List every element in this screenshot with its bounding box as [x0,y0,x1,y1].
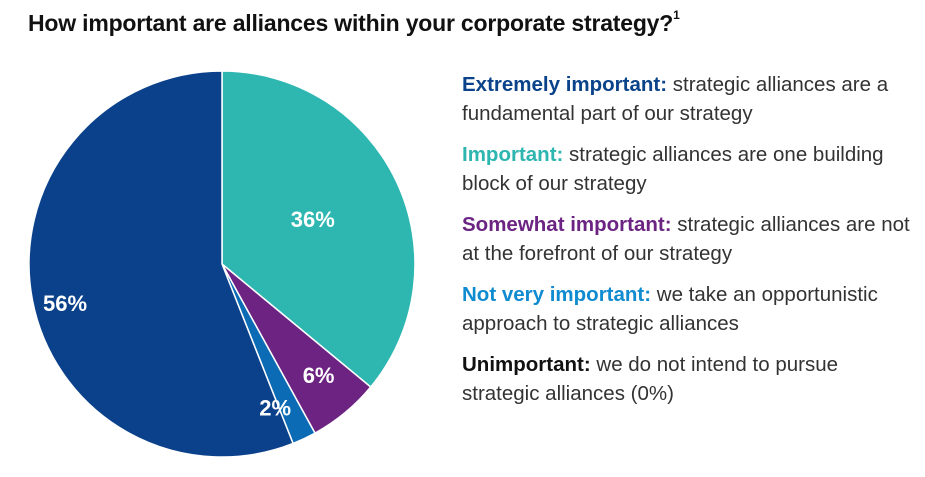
legend-description: strategic alliances are a fundamental pa… [462,73,889,125]
legend: Extremely important: strategic alliances… [462,70,912,420]
pie-label-somewhat-important: 6% [303,363,335,388]
chart-title: How important are alliances within your … [28,8,680,37]
pie-slice-extremely-important [28,70,295,458]
title-footnote: 1 [673,8,680,22]
pie-chart: 36% 6% 2% 56% [28,70,416,458]
legend-item-somewhat-important: Somewhat important: strategic alliances … [462,210,912,268]
legend-description: we take an opportunistic approach to str… [462,283,878,335]
pie-label-extremely-important: 56% [43,291,87,316]
pie-label-important: 36% [291,207,335,232]
title-text: How important are alliances within your … [28,10,674,36]
legend-label: Important: [462,143,564,166]
legend-item-unimportant: Unimportant: we do not intend to pursue … [462,350,912,408]
legend-label: Not very important: [462,283,652,306]
legend-description: strategic alliances are one building blo… [462,143,884,195]
legend-description: we do not intend to pursue strategic all… [462,353,838,405]
legend-item-important: Important: strategic alliances are one b… [462,140,912,198]
pie-slice-important [221,70,416,389]
legend-label: Unimportant: [462,353,591,376]
legend-description: strategic alliances are not at the foref… [462,213,910,265]
legend-label: Somewhat important: [462,213,672,236]
legend-label: Extremely important: [462,73,668,96]
pie-label-not-very-important: 2% [259,396,291,421]
legend-item-extremely-important: Extremely important: strategic alliances… [462,70,912,128]
legend-item-not-very-important: Not very important: we take an opportuni… [462,280,912,338]
